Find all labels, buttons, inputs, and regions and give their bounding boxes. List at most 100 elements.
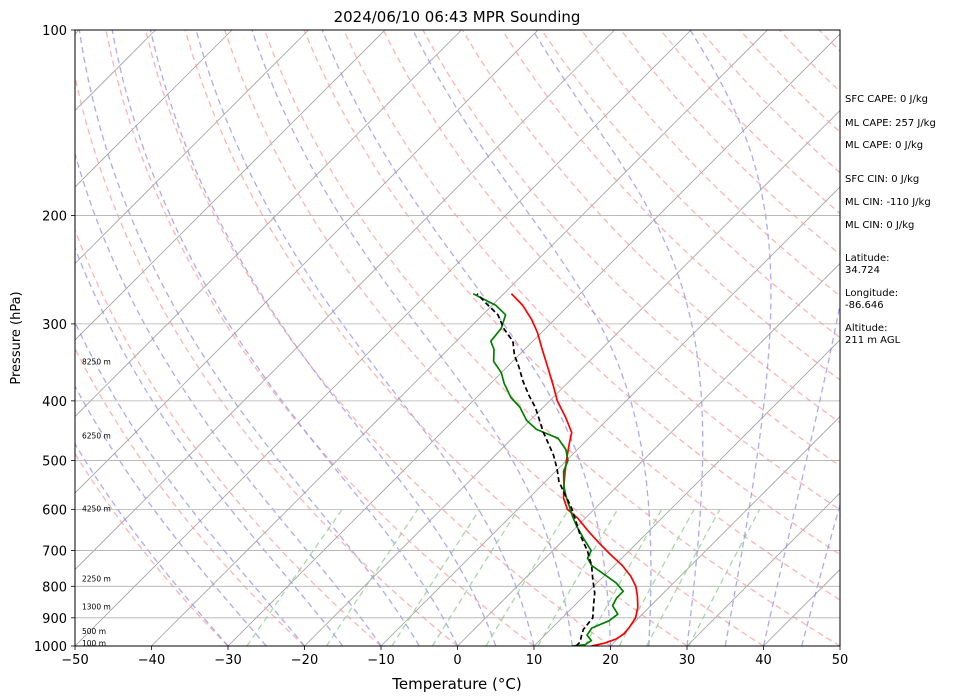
dry-adiabat-lines — [75, 30, 840, 646]
ml-cin-text-1: ML CIN: -110 J/kg — [845, 197, 931, 208]
height-labels: 8250 m 6250 m 4250 m 2250 m 1300 m 500 m 100 m — [82, 357, 111, 648]
dry-adiabat-line — [105, 30, 535, 646]
y-tick-label: 500 — [42, 455, 67, 470]
x-tick-label: 40 — [755, 653, 772, 668]
isotherm-line — [75, 30, 386, 341]
height-label: 100 m — [82, 639, 106, 648]
dry-adiabat-line — [303, 30, 840, 601]
x-axis-ticks: −50 −40 −30 −20 −10 0 10 20 30 40 50 — [61, 646, 848, 668]
x-tick-label: −50 — [61, 653, 88, 668]
y-tick-label: 100 — [42, 24, 67, 39]
altitude-value: 211 m AGL — [845, 335, 901, 346]
isotherm-line — [151, 30, 768, 646]
moist-adiabat-line — [251, 30, 573, 646]
y-tick-label: 300 — [42, 318, 67, 333]
mixing-ratio-lines — [246, 508, 761, 646]
dry-adiabat-line — [75, 347, 305, 646]
x-tick-label: 20 — [602, 653, 619, 668]
chart-title: 2024/06/10 06:43 MPR Sounding — [334, 8, 581, 26]
x-tick-label: −10 — [367, 653, 394, 668]
mixing-ratio-line — [537, 508, 619, 646]
isotherm-line — [304, 109, 840, 646]
moist-adiabat-line — [801, 502, 840, 646]
moist-adiabat-line — [75, 246, 344, 646]
x-tick-label: 50 — [832, 653, 849, 668]
altitude-label: Altitude: — [845, 323, 887, 334]
dry-adiabat-line — [75, 74, 458, 646]
y-axis-ticks: 100 200 300 400 500 600 700 800 900 1000 — [34, 24, 75, 655]
isotherm-line — [75, 30, 233, 188]
pressure-grid-lines — [75, 30, 840, 646]
isotherm-line — [75, 30, 539, 494]
x-tick-label: 30 — [679, 653, 696, 668]
x-tick-label: −40 — [138, 653, 165, 668]
sounding-series — [472, 292, 639, 646]
dry-adiabat-line — [75, 452, 229, 646]
moist-adiabat-line — [75, 385, 267, 646]
annotations-panel: SFC CAPE: 0 J/kg ML CAPE: 257 J/kg ML CA… — [845, 94, 936, 346]
dry-adiabat-line — [263, 30, 840, 646]
moist-adiabat-line — [75, 151, 382, 646]
isotherm-line — [457, 262, 840, 646]
mixing-ratio-line — [688, 508, 761, 646]
sfc-cin-text: SFC CIN: 0 J/kg — [845, 174, 919, 185]
isotherm-line — [75, 30, 462, 418]
y-tick-label: 900 — [42, 612, 67, 627]
height-label: 500 m — [82, 627, 106, 636]
isotherm-line — [610, 415, 840, 646]
dry-adiabat-line — [580, 30, 840, 297]
ml-cape-text-1: ML CAPE: 257 J/kg — [845, 118, 936, 129]
dry-adiabat-line — [144, 30, 611, 646]
moist-adiabat-line — [321, 30, 612, 646]
plot-area: 8250 m 6250 m 4250 m 2250 m 1300 m 500 m 100 m — [0, 30, 840, 648]
isotherm-lines — [0, 30, 840, 646]
y-tick-label: 200 — [42, 209, 67, 224]
y-tick-label: 600 — [42, 503, 67, 518]
isotherm-line — [75, 30, 692, 646]
x-axis-label: Temperature (°C) — [391, 675, 521, 693]
height-label: 4250 m — [82, 504, 111, 513]
height-label: 6250 m — [82, 431, 111, 440]
isotherm-line — [686, 492, 840, 646]
ml-cape-text-2: ML CAPE: 0 J/kg — [845, 140, 923, 151]
dry-adiabat-line — [382, 30, 840, 511]
moist-adiabat-line — [689, 30, 772, 646]
isotherm-line — [227, 33, 840, 646]
longitude-label: Longitude: — [845, 288, 898, 299]
sfc-cape-text: SFC CAPE: 0 J/kg — [845, 94, 928, 105]
moist-adiabat-line — [195, 30, 535, 646]
temperature-line — [510, 293, 639, 646]
height-label: 8250 m — [82, 357, 111, 366]
isotherm-line — [0, 30, 3, 646]
dewpoint-line — [472, 292, 625, 646]
isotherm-line — [533, 339, 840, 646]
y-tick-label: 1000 — [34, 640, 67, 655]
moist-adiabat-lines — [75, 30, 840, 646]
moist-adiabat-line — [149, 30, 497, 646]
height-label: 1300 m — [82, 602, 111, 611]
mixing-ratio-line — [485, 508, 570, 646]
height-label: 2250 m — [82, 574, 111, 583]
x-tick-label: −30 — [214, 653, 241, 668]
mixing-ratio-line — [646, 508, 721, 646]
isotherm-line — [380, 186, 840, 646]
dry-adiabat-line — [343, 30, 840, 556]
moist-adiabat-line — [412, 30, 652, 646]
moist-adiabat-line — [762, 300, 840, 646]
y-tick-label: 800 — [42, 580, 67, 595]
dry-adiabat-line — [422, 30, 840, 467]
longitude-value: -86.646 — [845, 300, 884, 311]
x-tick-label: 0 — [453, 653, 461, 668]
isotherm-line — [75, 30, 615, 571]
x-tick-label: −20 — [291, 653, 318, 668]
plot-frame — [74, 29, 841, 647]
ml-cin-text-2: ML CIN: 0 J/kg — [845, 220, 914, 231]
latitude-value: 34.724 — [845, 265, 880, 276]
moist-adiabat-line — [75, 442, 229, 646]
x-tick-label: 10 — [526, 653, 543, 668]
mixing-ratio-line — [431, 508, 519, 646]
moist-adiabat-line — [532, 30, 704, 646]
dry-adiabat-line — [75, 228, 382, 646]
isotherm-line — [75, 30, 309, 265]
